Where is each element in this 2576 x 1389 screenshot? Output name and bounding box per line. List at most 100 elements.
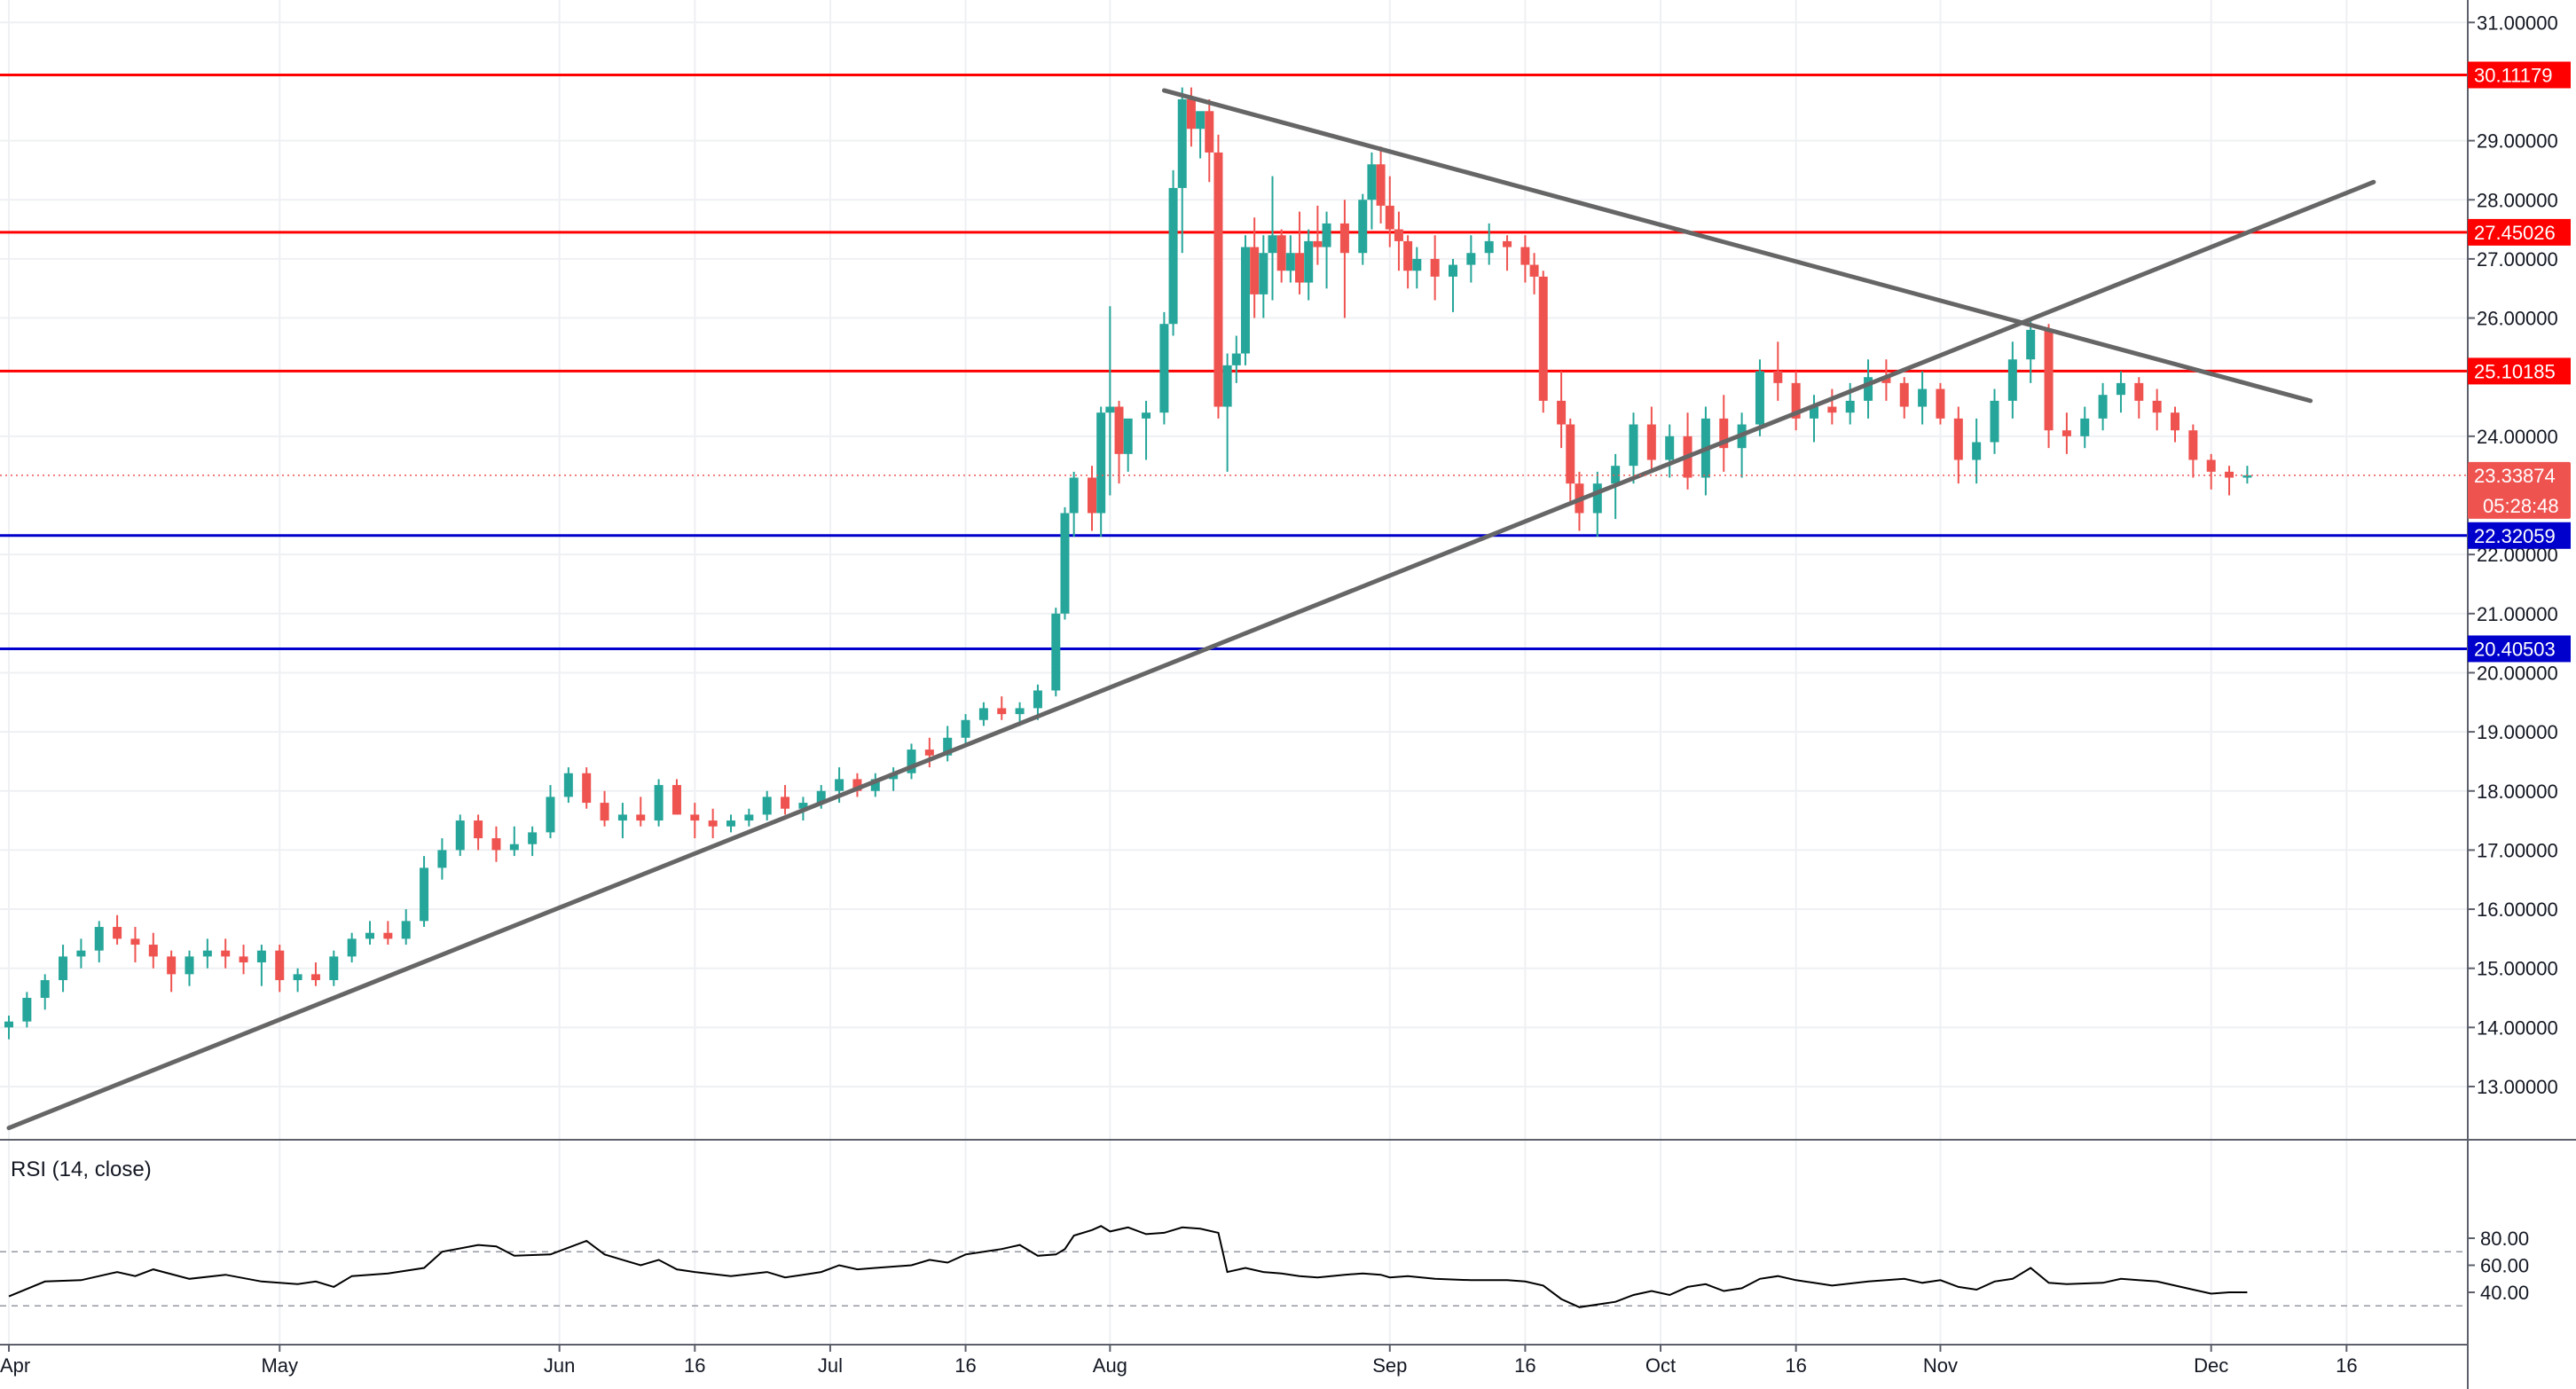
candle-down: [1295, 211, 1305, 294]
trendline[interactable]: [6, 179, 2376, 1131]
candle-down: [781, 785, 790, 815]
candle-body: [997, 708, 1007, 715]
candle-down: [2044, 324, 2054, 449]
candle-down: [310, 962, 320, 986]
candle-body: [1196, 111, 1206, 129]
candle-down: [924, 737, 934, 768]
candle-up: [329, 950, 339, 986]
candle-up: [509, 826, 519, 857]
candle-body: [1142, 412, 1151, 419]
candle-body: [798, 803, 808, 809]
candle-up: [546, 785, 555, 839]
candle-down: [1899, 377, 1909, 419]
candle-down: [2134, 377, 2144, 419]
time-tick-label: 16: [2336, 1354, 2357, 1377]
trendline[interactable]: [1161, 88, 2313, 404]
candle-body: [1339, 223, 1349, 254]
candle-down: [130, 927, 140, 963]
candle-body: [1845, 400, 1855, 413]
candle-up: [1196, 111, 1206, 159]
candle-down: [113, 914, 122, 946]
candle-body: [600, 803, 609, 821]
candle-body: [1222, 365, 1232, 407]
candle-body: [1773, 371, 1783, 383]
candle-down: [1250, 217, 1260, 318]
candle-body: [1557, 400, 1567, 425]
support-level-badge: [2468, 635, 2571, 663]
candle-body: [563, 773, 573, 797]
candle-body: [1538, 276, 1548, 401]
candle-body: [636, 814, 646, 821]
candlestick-series: [4, 87, 2252, 1040]
trendlines[interactable]: [6, 88, 2376, 1131]
candle-body: [708, 820, 718, 827]
candle-body: [1213, 152, 1223, 407]
candle-up: [256, 945, 266, 986]
candle-body: [744, 814, 754, 821]
candle-up: [1412, 247, 1422, 289]
price-tick-label: 31.00000: [2477, 12, 2558, 34]
rsi-title: RSI (14, close): [11, 1158, 152, 1181]
candle-body: [239, 956, 248, 963]
candle-up: [347, 932, 357, 963]
candle-body: [762, 797, 772, 815]
candle-body: [1015, 708, 1025, 715]
price-tick-label: 28.00000: [2477, 189, 2558, 211]
candle-up: [943, 726, 953, 762]
candle-up: [1060, 506, 1070, 620]
candle-up: [202, 938, 212, 969]
candle-down: [1276, 229, 1286, 283]
candle-body: [293, 974, 302, 981]
candle-up: [1051, 608, 1061, 697]
candle-body: [40, 980, 50, 999]
candle-body: [401, 921, 411, 939]
candle-up: [1592, 471, 1602, 538]
horizontal-levels[interactable]: [0, 73, 2468, 650]
resistance-level-label: 27.45026: [2474, 222, 2556, 244]
candle-body: [1240, 247, 1250, 354]
price-tick-label: 21.00000: [2477, 603, 2558, 625]
rsi-tick-label: 40.00: [2480, 1282, 2529, 1304]
candle-body: [816, 790, 826, 804]
candle-up: [1755, 359, 1764, 436]
price-axis[interactable]: 13.00000 14.00000 15.00000 16.00000 17.00000…: [2468, 12, 2558, 1098]
candle-body: [1827, 406, 1837, 413]
candle-up: [1168, 169, 1178, 336]
candle-body: [1105, 406, 1115, 413]
candle-down: [1936, 382, 1945, 425]
candle-up: [1449, 258, 1457, 312]
candle-body: [1060, 513, 1070, 614]
candle-body: [420, 867, 429, 922]
candle-up: [1240, 235, 1250, 365]
candle-body: [1864, 377, 1873, 401]
candle-body: [2026, 329, 2036, 360]
candle-body: [1529, 264, 1539, 277]
candle-down: [221, 938, 231, 969]
price-tick-label: 29.00000: [2477, 130, 2558, 153]
candle-down: [1566, 418, 1575, 502]
candle-up: [1159, 311, 1169, 425]
candle-body: [455, 820, 465, 851]
support-level-label: 20.40503: [2474, 638, 2556, 660]
candle-up: [726, 814, 735, 833]
candle-body: [1250, 247, 1260, 294]
candle-down: [1503, 235, 1512, 271]
candle-up: [401, 909, 411, 946]
candle-down: [1529, 253, 1539, 294]
price-tick-label: 18.00000: [2477, 781, 2558, 803]
candle-up: [961, 714, 970, 744]
candle-down: [1205, 98, 1214, 183]
candle-body: [1990, 400, 1999, 443]
candle-body: [256, 950, 266, 963]
candle-up: [1810, 395, 1818, 443]
candle-up: [1990, 388, 1999, 454]
candle-body: [329, 956, 339, 981]
time-axis[interactable]: Apr May Jun 16 Jul 16 Aug Sep 16 Oct 16 Nov Dec 16: [0, 1345, 2358, 1377]
candle-up: [94, 921, 104, 963]
candle-body: [347, 938, 357, 957]
candle-down: [1385, 176, 1394, 247]
candle-up: [1322, 211, 1331, 289]
rsi-axis[interactable]: 40.00 60.00 80.00: [2468, 1228, 2529, 1304]
price-tick-label: 24.00000: [2477, 426, 2558, 448]
